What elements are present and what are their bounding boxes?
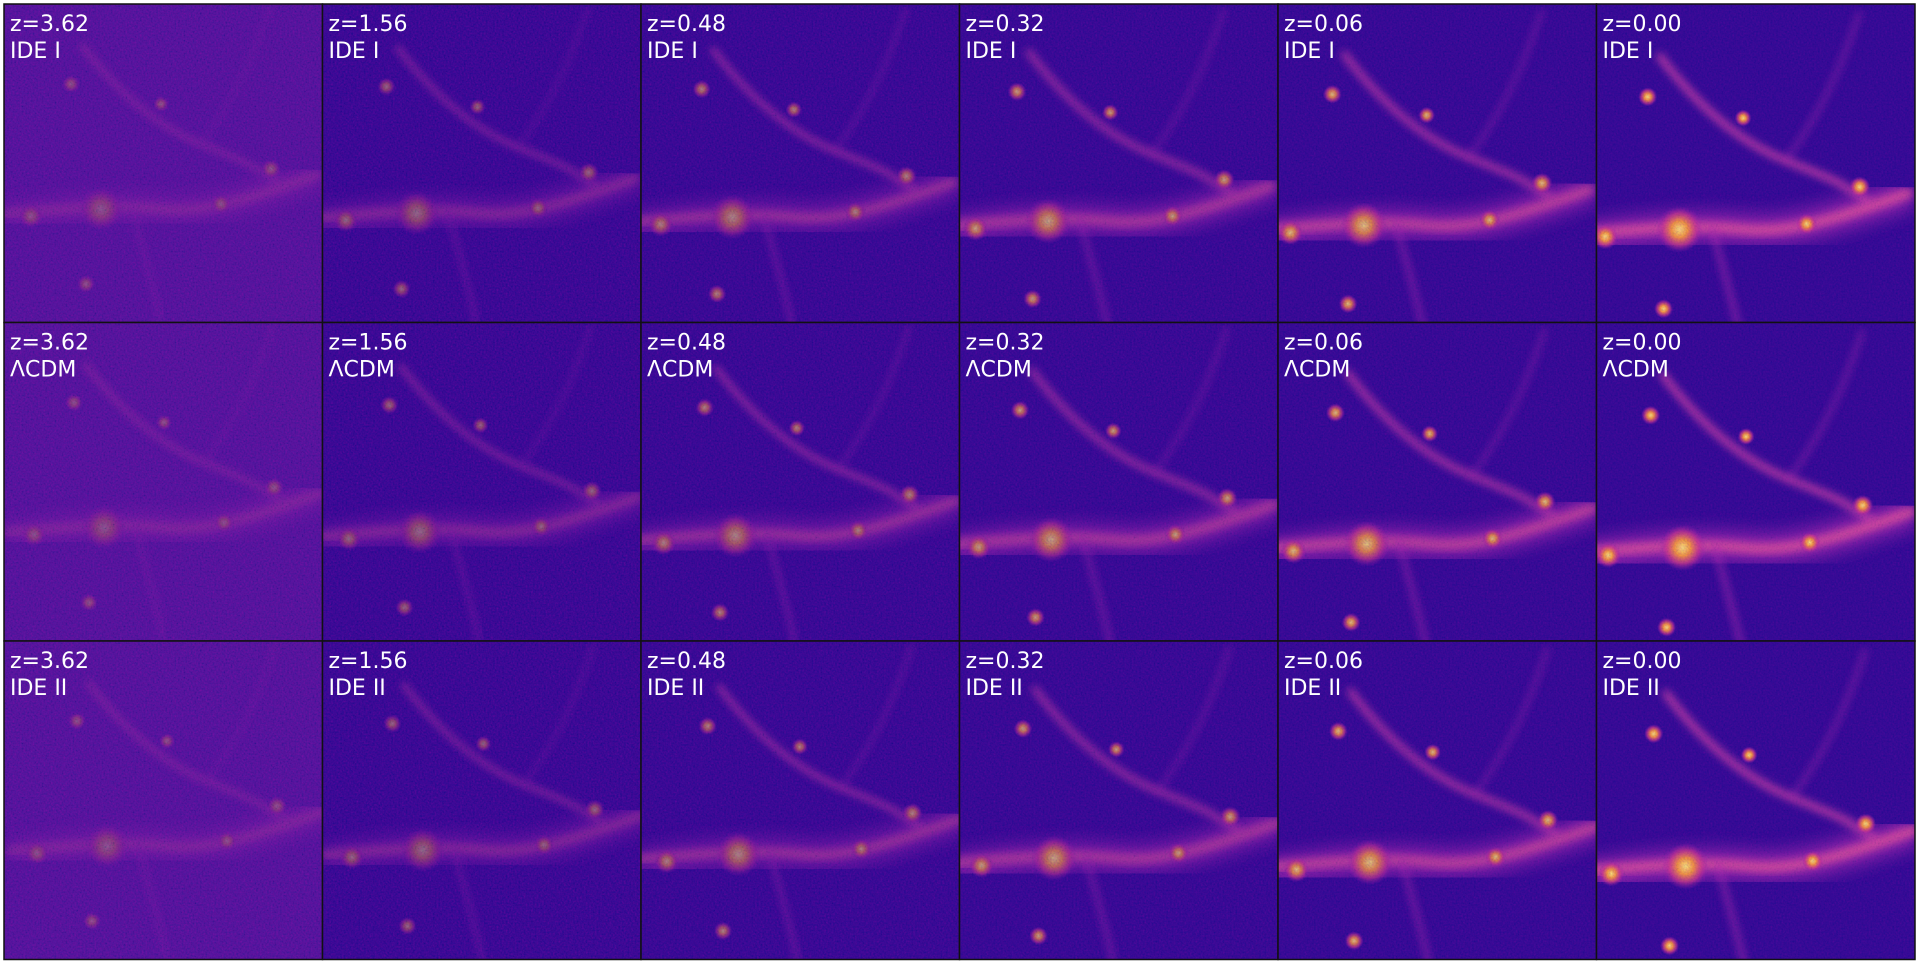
noise bbox=[322, 641, 641, 960]
noise bbox=[4, 4, 323, 323]
model-label: ΛCDM bbox=[966, 358, 1032, 383]
model-label: IDE II bbox=[10, 676, 67, 701]
model-label: IDE I bbox=[329, 39, 380, 64]
redshift-label: z=0.06 bbox=[1284, 331, 1363, 356]
model-label: ΛCDM bbox=[1284, 358, 1350, 383]
model-label: IDE II bbox=[329, 676, 386, 701]
noise bbox=[1278, 641, 1597, 960]
panel-image bbox=[959, 641, 1278, 960]
redshift-label: z=0.32 bbox=[966, 12, 1045, 37]
noise bbox=[1278, 322, 1597, 641]
panel-image bbox=[1596, 641, 1915, 960]
model-label: IDE I bbox=[1603, 39, 1654, 64]
noise bbox=[641, 641, 960, 960]
noise bbox=[1278, 4, 1597, 323]
model-label: ΛCDM bbox=[1603, 358, 1669, 383]
noise bbox=[641, 322, 960, 641]
noise bbox=[959, 4, 1278, 323]
panel-image bbox=[322, 322, 641, 641]
panel-image bbox=[4, 322, 323, 641]
redshift-label: z=0.06 bbox=[1284, 649, 1363, 674]
model-label: IDE II bbox=[1284, 676, 1341, 701]
redshift-label: z=0.00 bbox=[1603, 331, 1682, 356]
model-label: IDE II bbox=[1603, 676, 1660, 701]
redshift-label: z=0.48 bbox=[647, 331, 726, 356]
noise bbox=[4, 322, 323, 641]
noise bbox=[641, 4, 960, 323]
panel-image bbox=[959, 4, 1278, 323]
noise bbox=[959, 641, 1278, 960]
noise bbox=[4, 641, 323, 960]
panel-image bbox=[1596, 322, 1915, 641]
redshift-label: z=0.48 bbox=[647, 12, 726, 37]
redshift-label: z=1.56 bbox=[329, 12, 408, 37]
panel-image bbox=[641, 322, 960, 641]
noise bbox=[1596, 322, 1915, 641]
redshift-label: z=3.62 bbox=[10, 649, 89, 674]
noise bbox=[322, 322, 641, 641]
model-label: IDE I bbox=[966, 39, 1017, 64]
redshift-label: z=1.56 bbox=[329, 649, 408, 674]
panel-image bbox=[1278, 641, 1597, 960]
model-label: IDE I bbox=[10, 39, 61, 64]
model-label: IDE II bbox=[966, 676, 1023, 701]
redshift-label: z=0.00 bbox=[1603, 649, 1682, 674]
model-label: IDE I bbox=[647, 39, 698, 64]
redshift-label: z=3.62 bbox=[10, 331, 89, 356]
redshift-label: z=0.00 bbox=[1603, 12, 1682, 37]
panel-image bbox=[1278, 322, 1597, 641]
noise bbox=[322, 4, 641, 323]
redshift-label: z=3.62 bbox=[10, 12, 89, 37]
model-label: ΛCDM bbox=[647, 358, 713, 383]
panel-image bbox=[322, 4, 641, 323]
model-label: IDE I bbox=[1284, 39, 1335, 64]
panel-image bbox=[1596, 4, 1915, 323]
panel-image bbox=[1278, 4, 1597, 323]
panel-image bbox=[959, 322, 1278, 641]
redshift-label: z=0.48 bbox=[647, 649, 726, 674]
noise bbox=[1596, 641, 1915, 960]
model-label: IDE II bbox=[647, 676, 704, 701]
redshift-label: z=0.32 bbox=[966, 331, 1045, 356]
redshift-label: z=1.56 bbox=[329, 331, 408, 356]
model-label: ΛCDM bbox=[329, 358, 395, 383]
redshift-label: z=0.32 bbox=[966, 649, 1045, 674]
panel-border bbox=[1595, 640, 1916, 961]
panel-image bbox=[641, 641, 960, 960]
noise bbox=[1596, 4, 1915, 323]
panel-image bbox=[641, 4, 960, 323]
panel-image bbox=[4, 4, 323, 323]
redshift-label: z=0.06 bbox=[1284, 12, 1363, 37]
noise bbox=[959, 322, 1278, 641]
model-label: ΛCDM bbox=[10, 358, 76, 383]
panel-image bbox=[322, 641, 641, 960]
panel-image bbox=[4, 641, 323, 960]
